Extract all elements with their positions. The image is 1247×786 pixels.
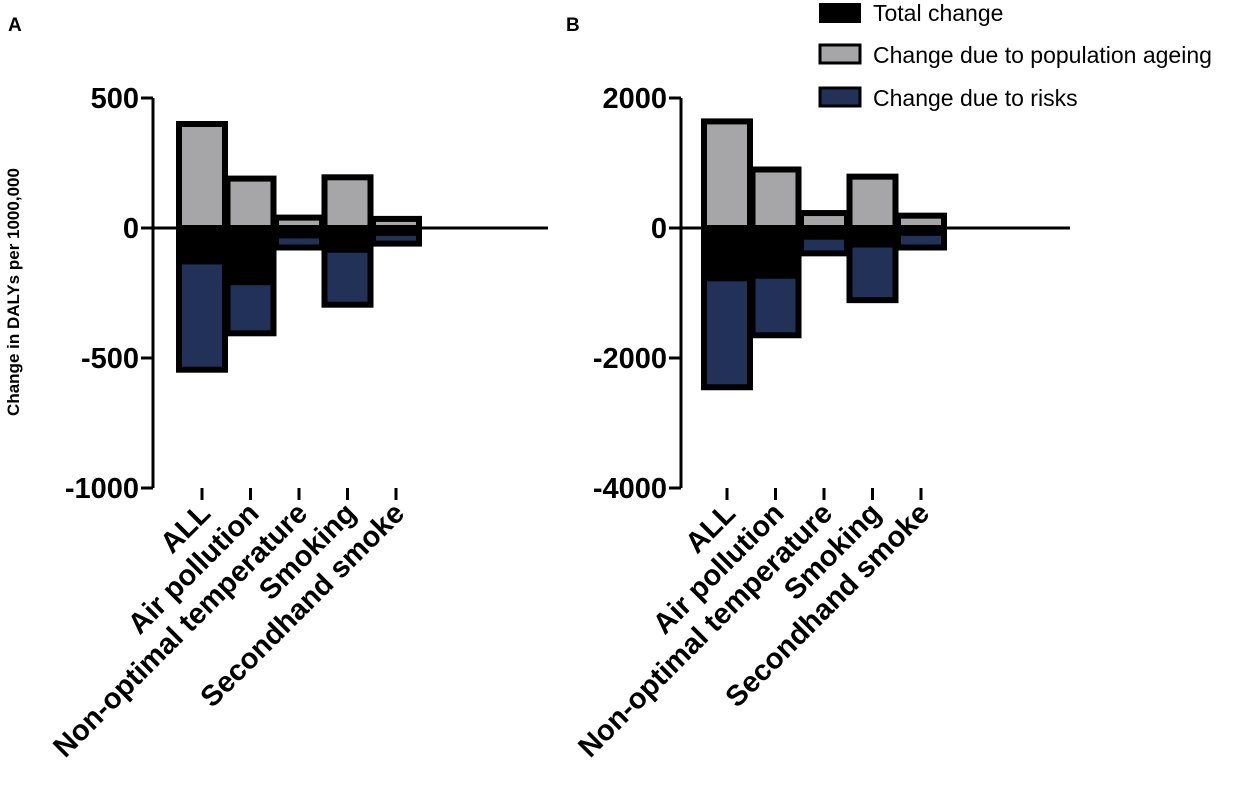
bar-population-ageing bbox=[701, 118, 753, 231]
panel-label-a: A bbox=[8, 15, 22, 36]
legend: Total change Change due to population ag… bbox=[818, 0, 1212, 111]
y-tick-label: -500 bbox=[81, 343, 139, 375]
legend-item-population-ageing: Change due to population ageing bbox=[818, 42, 1212, 68]
bar-group-air-pollution bbox=[749, 166, 802, 339]
bar-group-non-optimal-temperature bbox=[273, 214, 325, 251]
bar-population-ageing bbox=[224, 175, 277, 232]
bar-group-all bbox=[176, 121, 228, 373]
bar-population-ageing bbox=[846, 173, 899, 231]
y-tick-label: 0 bbox=[123, 213, 139, 245]
bar-group-all bbox=[701, 118, 753, 391]
bar-population-ageing bbox=[749, 166, 802, 231]
legend-item-risks: Change due to risks bbox=[818, 85, 1078, 111]
legend-swatch-total-change bbox=[819, 3, 861, 23]
y-tick-label: 0 bbox=[651, 213, 667, 245]
bar-population-ageing bbox=[176, 121, 228, 231]
bar-total-change bbox=[179, 228, 225, 265]
legend-label-population-ageing: Change due to population ageing bbox=[873, 42, 1212, 68]
bar-total-change bbox=[704, 228, 750, 282]
legend-item-total-change: Total change bbox=[819, 0, 1003, 26]
legend-label-risks: Change due to risks bbox=[873, 85, 1078, 111]
y-axis-label: Change in DALYs per 1000,000 bbox=[4, 168, 23, 416]
bar-total-change bbox=[801, 228, 847, 240]
legend-swatch-risks bbox=[818, 86, 862, 108]
bar-group-air-pollution bbox=[224, 175, 277, 337]
y-tick-label: 2000 bbox=[602, 83, 667, 115]
bar-group-non-optimal-temperature bbox=[798, 210, 850, 257]
bar-group-secondhand-smoke bbox=[895, 212, 947, 251]
bar-group-smoking bbox=[846, 173, 899, 304]
bar-total-change bbox=[227, 228, 274, 286]
legend-swatch-population-ageing bbox=[818, 43, 862, 65]
y-tick-label: -4000 bbox=[593, 473, 667, 505]
bar-group-smoking bbox=[321, 174, 374, 308]
bar-group-secondhand-smoke bbox=[370, 215, 422, 247]
bar-total-change bbox=[324, 228, 371, 253]
y-tick-label: -1000 bbox=[65, 473, 139, 505]
y-tick-label: -2000 bbox=[593, 343, 667, 375]
bar-total-change bbox=[752, 228, 799, 279]
panel-label-b: B bbox=[566, 15, 580, 36]
bar-total-change bbox=[276, 228, 322, 239]
y-tick-label: 500 bbox=[91, 83, 139, 115]
bar-total-change bbox=[849, 228, 896, 248]
bar-population-ageing bbox=[321, 174, 374, 232]
bar-total-change bbox=[898, 228, 944, 236]
bar-total-change bbox=[373, 228, 419, 236]
legend-label-total-change: Total change bbox=[873, 0, 1003, 26]
